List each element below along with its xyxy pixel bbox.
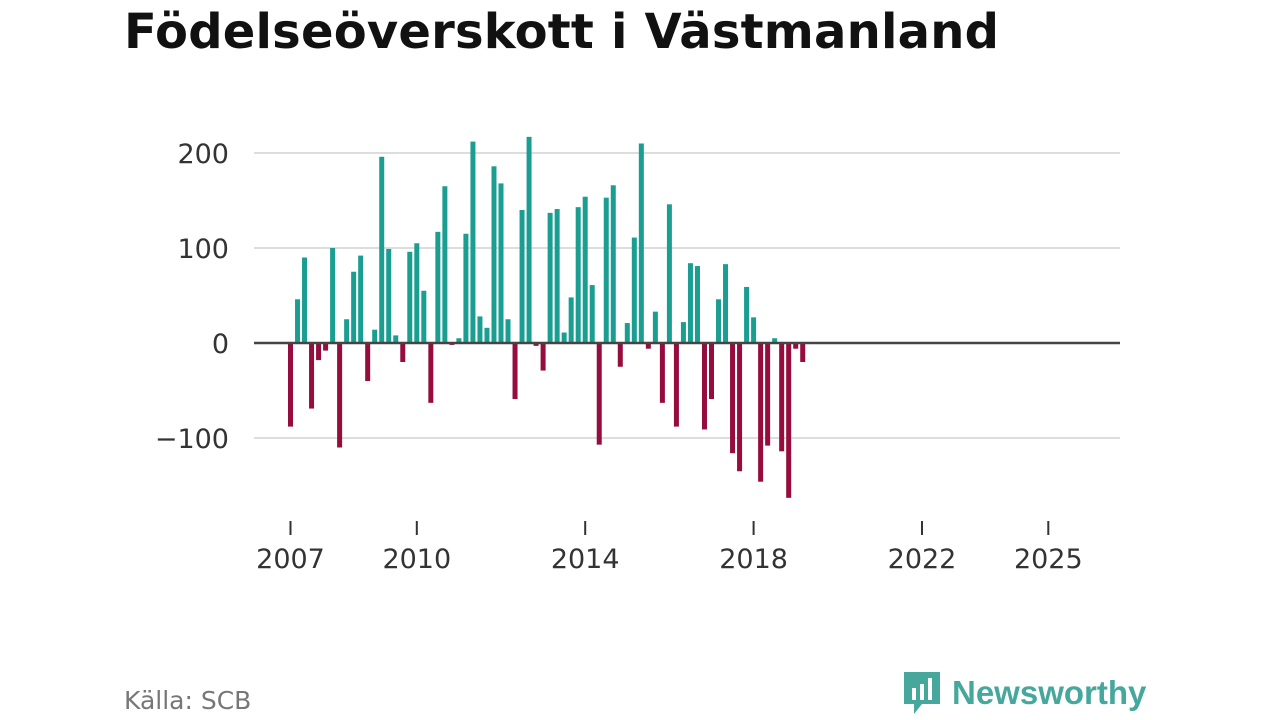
bar (800, 343, 806, 362)
bar (379, 156, 385, 343)
bar (617, 343, 623, 367)
bar (491, 166, 497, 343)
bar (589, 285, 595, 343)
bar (505, 319, 511, 343)
bar (295, 299, 301, 343)
bar (365, 343, 371, 381)
bar (716, 299, 722, 343)
bars (288, 136, 806, 498)
bar (638, 143, 644, 343)
bar (687, 263, 693, 343)
bar (666, 204, 672, 343)
bar (372, 329, 378, 343)
gridlines (254, 152, 1120, 439)
bar (610, 185, 616, 343)
bar (779, 343, 785, 452)
bar (694, 266, 700, 343)
x-tick-label: 2007 (256, 544, 325, 575)
bar (540, 343, 546, 371)
bar (603, 197, 609, 343)
bar (309, 343, 315, 409)
bar (723, 264, 729, 343)
bar (659, 343, 665, 403)
x-tick-label: 2025 (1014, 544, 1083, 575)
bar (793, 343, 799, 349)
bar (526, 136, 532, 343)
bar (400, 343, 406, 362)
bar (463, 233, 469, 343)
brand-name: Newsworthy (952, 674, 1147, 711)
bar (519, 210, 525, 343)
y-tick-label: 200 (177, 139, 229, 170)
bar (533, 343, 539, 346)
y-tick-label: −100 (155, 424, 229, 455)
bar (575, 207, 581, 343)
bar-chart: 200 100 0 −100 2007 2010 2014 2018 2022 2025 (155, 136, 1120, 575)
bar (772, 338, 778, 343)
bar (582, 196, 588, 343)
bar (652, 311, 658, 343)
x-tick-label: 2014 (551, 544, 620, 575)
bar (786, 343, 792, 498)
newsworthy-logo-icon (904, 672, 940, 714)
bar (470, 141, 476, 343)
bar (344, 319, 350, 343)
bar (414, 243, 420, 343)
source-note: Källa: SCB (124, 686, 252, 715)
y-tick-label: 100 (177, 234, 229, 265)
x-tick-label: 2022 (888, 544, 957, 575)
chart-title: Födelseöverskott i Västmanland (124, 4, 1000, 60)
bar (323, 343, 329, 351)
bar (302, 257, 308, 343)
bar (547, 212, 553, 343)
bar (744, 286, 750, 343)
bar (330, 248, 336, 343)
bar (554, 209, 560, 343)
bar (624, 323, 630, 343)
bar (386, 248, 392, 343)
bar (498, 183, 504, 343)
bar (645, 343, 651, 349)
bar (358, 255, 364, 343)
bar (288, 343, 293, 427)
bar (680, 322, 686, 343)
x-tick-label: 2018 (719, 544, 788, 575)
bar (512, 343, 518, 400)
bar (435, 231, 441, 343)
bar (484, 327, 490, 343)
bar (765, 343, 771, 446)
bar (442, 186, 448, 343)
bar (421, 290, 427, 343)
bar (701, 343, 707, 430)
bar (758, 343, 764, 482)
bar (428, 343, 434, 403)
y-tick-label: 0 (212, 329, 229, 360)
bar (737, 343, 743, 472)
bar (477, 316, 483, 343)
bar (631, 237, 637, 343)
bar (561, 332, 567, 343)
bar (337, 343, 343, 448)
bar (316, 343, 322, 361)
bar (393, 335, 399, 343)
bar (730, 343, 736, 454)
bar (673, 343, 679, 427)
bar (709, 343, 714, 400)
bar (596, 343, 602, 445)
axes: 200 100 0 −100 2007 2010 2014 2018 2022 2025 (155, 139, 1120, 575)
x-tick-label: 2010 (382, 544, 451, 575)
bar (456, 338, 462, 343)
brand-logo[interactable]: Newsworthy (902, 670, 1146, 716)
bar (568, 297, 574, 343)
bar (407, 251, 413, 343)
bar (351, 271, 357, 343)
bar (751, 317, 757, 343)
